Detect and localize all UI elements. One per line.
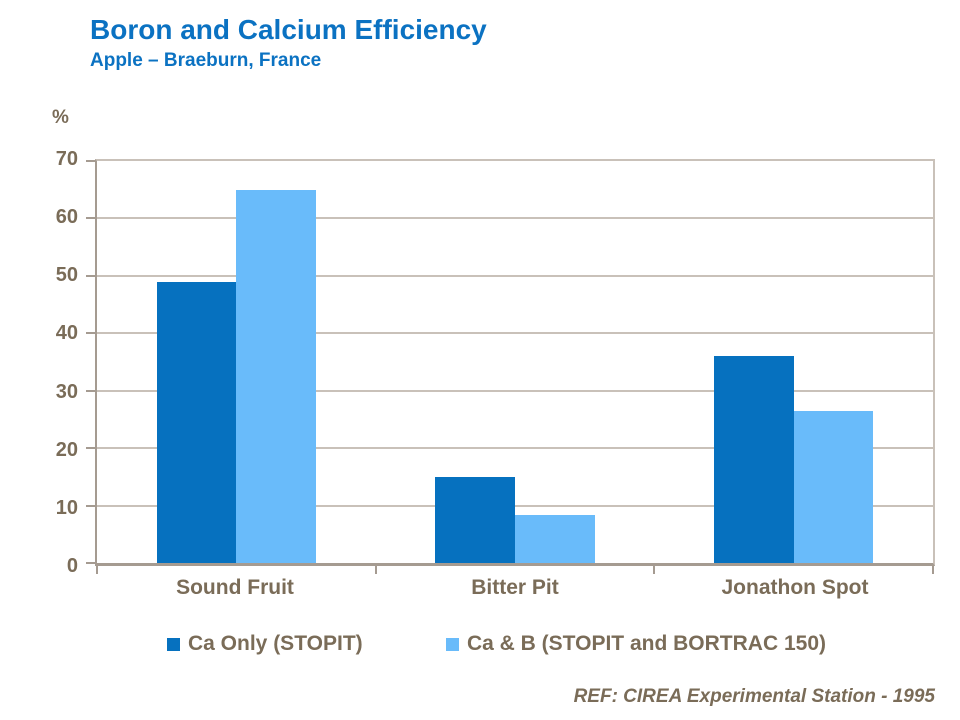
y-axis-tick-labels: 70 60 50 40 30 20 10 0 [0, 148, 78, 577]
gridline-10 [97, 504, 933, 507]
category-label-sound-fruit: Sound Fruit [176, 576, 294, 599]
y-axis-tick-20 [86, 447, 95, 450]
bar-ca-and-b-jonathon-spot [793, 411, 874, 563]
y-axis-label-50: 50 [55, 264, 78, 287]
y-axis-tick-40 [86, 332, 95, 335]
reference-text: REF: CIREA Experimental Station - 1995 [573, 686, 935, 707]
plot-area [86, 159, 935, 574]
bar-group-jonathon-spot [654, 161, 933, 563]
y-axis-label-40: 40 [55, 322, 78, 345]
y-axis-tick-0 [86, 562, 95, 564]
x-axis-tick-2 [653, 566, 656, 574]
legend-item-ca-and-b: Ca & B (STOPIT and BORTRAC 150) [446, 632, 826, 656]
y-axis-label-10: 10 [55, 496, 78, 519]
y-axis-tick-10 [86, 504, 95, 507]
y-axis-tick-70 [86, 160, 95, 162]
chart-title: Boron and Calcium Efficiency [90, 14, 487, 45]
category-label-jonathon-spot: Jonathon Spot [721, 576, 869, 599]
y-axis-label-20: 20 [55, 438, 78, 461]
bar-ca-only-sound-fruit [156, 281, 237, 563]
category-label-bitter-pit: Bitter Pit [471, 576, 559, 599]
x-axis-tick-1 [374, 566, 377, 574]
gridline-20 [97, 447, 933, 450]
x-axis-tick-0 [96, 566, 98, 574]
y-axis-unit-label: % [52, 107, 69, 128]
legend: Ca Only (STOPIT) Ca & B (STOPIT and BORT… [0, 632, 960, 662]
y-axis-tick-60 [86, 217, 95, 220]
bar-group-bitter-pit [376, 161, 655, 563]
legend-swatch-light-blue-icon [446, 637, 459, 651]
gridline-40 [97, 332, 933, 335]
bar-ca-only-jonathon-spot [714, 356, 794, 563]
legend-swatch-dark-blue-icon [167, 637, 180, 651]
legend-item-ca-only: Ca Only (STOPIT) [167, 632, 363, 656]
bar-group-sound-fruit [97, 161, 376, 563]
bar-ca-and-b-bitter-pit [514, 514, 595, 563]
chart-subtitle: Apple – Braeburn, France [90, 50, 322, 71]
gridline-60 [97, 217, 933, 220]
legend-label-ca-only: Ca Only (STOPIT) [188, 632, 363, 655]
x-axis-tick-3 [932, 566, 934, 574]
bar-ca-only-bitter-pit [435, 476, 515, 563]
y-axis-label-30: 30 [55, 380, 78, 403]
legend-label-ca-and-b: Ca & B (STOPIT and BORTRAC 150) [467, 632, 826, 655]
y-axis-label-70: 70 [55, 148, 78, 170]
x-axis-category-labels: Sound Fruit Bitter Pit Jonathon Spot [95, 576, 935, 600]
bar-ca-and-b-sound-fruit [236, 189, 316, 563]
y-axis-label-60: 60 [55, 206, 78, 229]
y-axis-tick-30 [86, 389, 95, 392]
y-axis-label-0: 0 [66, 555, 78, 577]
gridline-30 [97, 389, 933, 392]
gridline-50 [97, 274, 933, 277]
y-axis-tick-50 [86, 274, 95, 277]
